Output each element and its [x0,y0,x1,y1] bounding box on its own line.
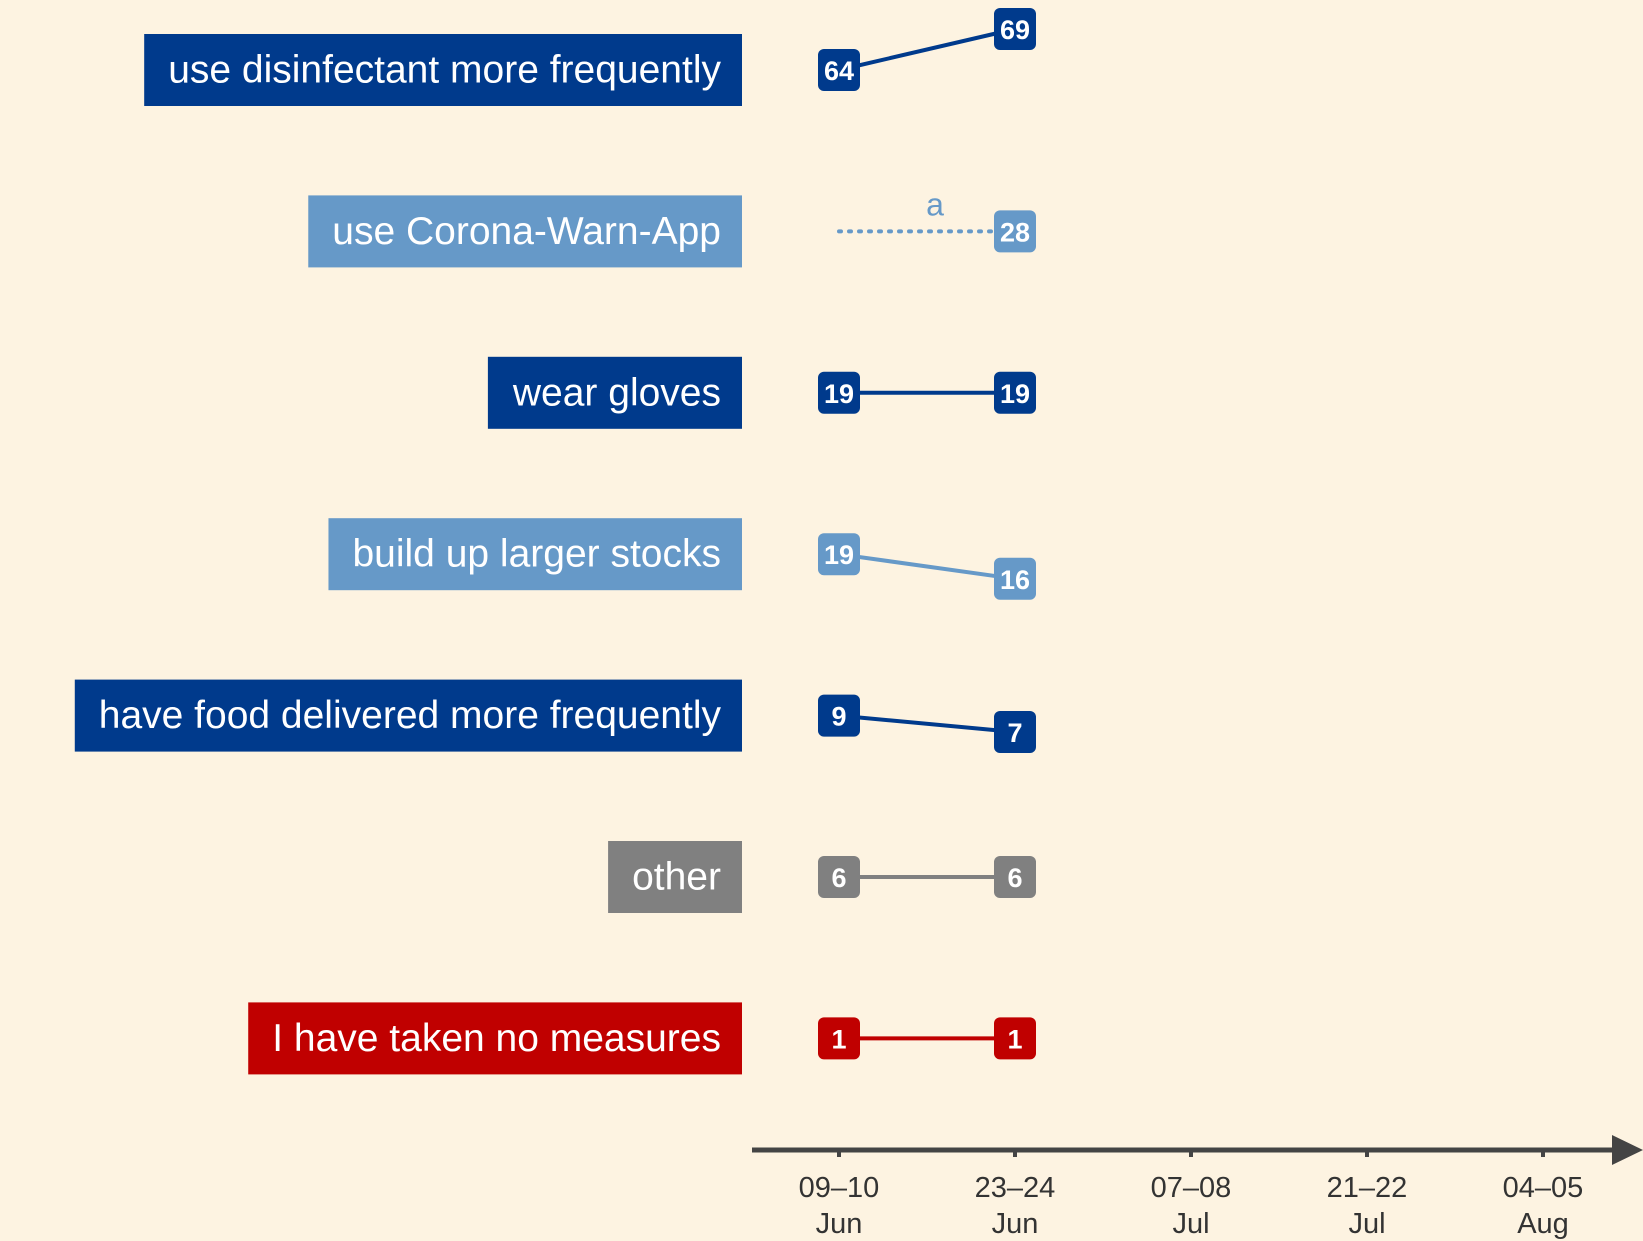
value-marker [818,1017,860,1060]
x-axis-arrow [1612,1135,1643,1165]
value-marker [818,371,860,414]
x-tick-label: Jun [816,1208,863,1240]
value-marker [994,856,1036,898]
series-label-box [144,34,742,106]
series-label: other [608,841,742,913]
series-label-box [608,841,742,913]
series-label-box [328,518,742,591]
x-tick-label: 04–05 [1503,1172,1584,1204]
value-label: 64 [824,56,854,86]
x-tick-label: Jul [1172,1208,1209,1240]
series-label-box [248,1002,742,1075]
value-label: 16 [1000,565,1030,595]
series-label-text: build up larger stocks [352,533,721,576]
x-tick-label: 09–10 [799,1172,880,1204]
series-label: use disinfectant more frequently [144,34,742,106]
series-label-box [74,679,742,752]
series-label: have food delivered more frequently [74,679,742,752]
value-marker [994,8,1036,50]
series-label-box [487,356,742,429]
value-marker [994,1017,1036,1060]
value-label: 69 [1000,15,1030,45]
series-label-text: have food delivered more frequently [99,694,722,737]
series-label-text: use Corona-Warn-App [332,210,721,253]
value-label: 9 [831,702,846,732]
value-marker [818,533,860,576]
series-label-box [308,195,742,268]
annotation: a [926,186,944,222]
x-tick-label: 07–08 [1151,1172,1232,1204]
value-marker [818,856,860,898]
series-line [838,27,1016,72]
value-marker [994,557,1036,600]
series-label: wear gloves [487,356,742,429]
value-label: 19 [824,379,854,409]
series-line [838,713,1016,734]
value-marker [994,711,1036,753]
series-line [838,552,1016,581]
value-label: 28 [1000,217,1030,247]
value-marker [818,694,860,737]
value-marker [994,371,1036,414]
x-tick-label: Jul [1348,1208,1385,1240]
value-label: 19 [824,540,854,570]
series-label-text: I have taken no measures [272,1017,721,1060]
series-label-text: other [632,856,721,899]
value-label: 1 [1007,1024,1022,1054]
value-label: 19 [1000,379,1030,409]
x-tick-label: Aug [1517,1208,1569,1240]
value-label: 6 [1007,863,1022,893]
value-label: 1 [831,1024,846,1054]
series-label: build up larger stocks [328,518,742,591]
series-label-text: wear gloves [512,371,721,414]
value-label: 6 [831,863,846,893]
series-label: I have taken no measures [248,1002,742,1075]
series-label: use Corona-Warn-App [308,195,742,268]
x-tick-label: 21–22 [1327,1172,1408,1204]
value-label: 7 [1007,718,1022,748]
x-tick-label: Jun [992,1208,1039,1240]
value-marker [994,210,1036,253]
value-marker [818,49,860,91]
x-tick-label: 23–24 [975,1172,1056,1204]
series-label-text: use disinfectant more frequently [168,49,721,92]
